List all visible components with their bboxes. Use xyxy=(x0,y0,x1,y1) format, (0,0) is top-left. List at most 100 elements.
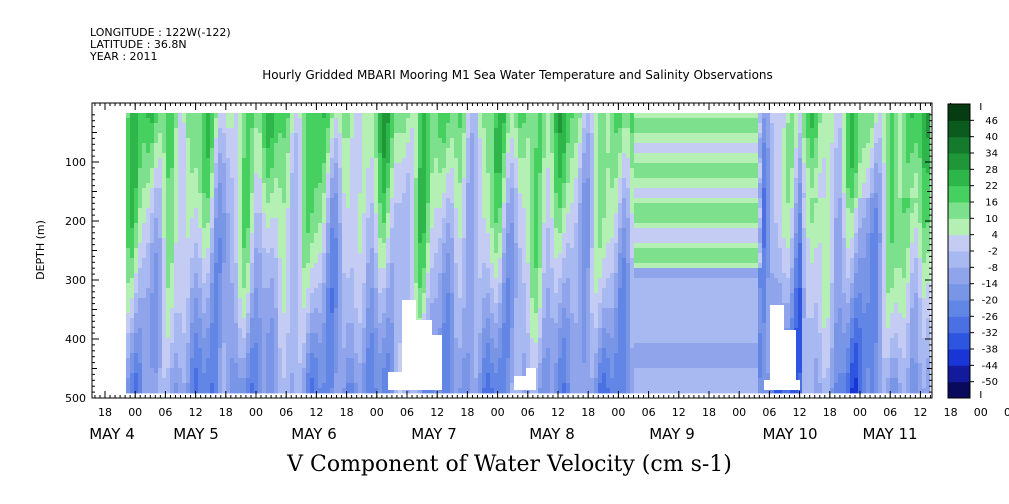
heatmap-cell xyxy=(202,128,207,134)
heatmap-cell xyxy=(482,113,487,119)
heatmap-cell xyxy=(250,193,255,199)
heatmap-cell xyxy=(398,343,403,349)
heatmap-cell xyxy=(294,223,299,229)
heatmap-cell xyxy=(166,273,171,279)
heatmap-cell xyxy=(150,263,155,269)
heatmap-cell xyxy=(394,128,399,134)
heatmap-cell xyxy=(230,253,235,259)
heatmap-cell xyxy=(474,213,479,219)
heatmap-cell xyxy=(454,303,459,309)
heatmap-cell xyxy=(286,258,291,264)
heatmap-cell xyxy=(322,178,327,184)
heatmap-cell xyxy=(290,133,295,139)
heatmap-cell xyxy=(342,358,347,364)
heatmap-cell xyxy=(346,358,351,364)
heatmap-cell xyxy=(418,303,423,309)
heatmap-cell xyxy=(162,198,167,204)
heatmap-cell xyxy=(394,258,399,264)
heatmap-cell xyxy=(150,163,155,169)
heatmap-cell xyxy=(370,318,375,324)
heatmap-cell xyxy=(170,128,175,134)
heatmap-cell xyxy=(142,373,147,379)
heatmap-cell xyxy=(230,273,235,279)
heatmap-cell xyxy=(330,168,335,174)
heatmap-cell xyxy=(334,288,339,294)
heatmap-cell xyxy=(246,133,251,139)
heatmap-cell xyxy=(426,268,431,274)
heatmap-cell xyxy=(178,253,183,259)
heatmap-cell xyxy=(274,293,279,299)
heatmap-cell xyxy=(242,223,247,229)
heatmap-cell xyxy=(174,183,179,189)
heatmap-cell xyxy=(318,368,323,374)
heatmap-cell xyxy=(270,198,275,204)
heatmap-cell xyxy=(282,268,287,274)
heatmap-cell xyxy=(158,283,163,289)
heatmap-cell xyxy=(274,143,279,149)
heatmap-cell xyxy=(182,248,187,254)
heatmap-cell xyxy=(206,278,211,284)
heatmap-cell xyxy=(434,113,439,119)
heatmap-cell xyxy=(270,163,275,169)
heatmap-cell xyxy=(422,313,427,319)
heatmap-cell xyxy=(446,328,451,334)
heatmap-cell xyxy=(446,163,451,169)
heatmap-cell xyxy=(386,228,391,234)
heatmap-cell xyxy=(134,163,139,169)
heatmap-cell xyxy=(362,153,367,159)
heatmap-cell xyxy=(334,333,339,339)
heatmap-cell xyxy=(250,258,255,264)
heatmap-cell xyxy=(274,338,279,344)
heatmap-cell xyxy=(322,258,327,264)
heatmap-cell xyxy=(142,203,147,209)
heatmap-cell xyxy=(166,378,171,384)
heatmap-cell xyxy=(414,228,419,234)
heatmap-cell xyxy=(238,183,243,189)
heatmap-cell xyxy=(210,223,215,229)
heatmap-cell xyxy=(166,168,171,174)
heatmap-cell xyxy=(478,228,483,234)
heatmap-cell xyxy=(294,203,299,209)
heatmap-cell xyxy=(286,193,291,199)
heatmap-cell xyxy=(466,283,471,289)
heatmap-cell xyxy=(414,128,419,134)
heatmap-cell xyxy=(130,148,135,154)
heatmap-cell xyxy=(314,138,319,144)
heatmap-cell xyxy=(170,253,175,259)
heatmap-cell xyxy=(178,138,183,144)
heatmap-cell xyxy=(158,173,163,179)
heatmap-cell xyxy=(314,198,319,204)
heatmap-cell xyxy=(210,233,215,239)
heatmap-cell xyxy=(238,208,243,214)
heatmap-cell xyxy=(350,163,355,169)
heatmap-cell xyxy=(406,213,411,219)
heatmap-cell xyxy=(326,343,331,349)
heatmap-cell xyxy=(158,168,163,174)
heatmap-cell xyxy=(162,158,167,164)
heatmap-cell xyxy=(254,223,259,229)
heatmap-cell xyxy=(334,273,339,279)
heatmap-cell xyxy=(282,118,287,124)
heatmap-cell xyxy=(338,208,343,214)
heatmap-cell xyxy=(310,383,315,389)
heatmap-cell xyxy=(206,303,211,309)
heatmap-cell xyxy=(322,143,327,149)
heatmap-cell xyxy=(306,313,311,319)
heatmap-cell xyxy=(414,198,419,204)
heatmap-cell xyxy=(338,253,343,259)
heatmap-cell xyxy=(246,243,251,249)
heatmap-cell xyxy=(342,168,347,174)
heatmap-cell xyxy=(434,228,439,234)
heatmap-cell xyxy=(146,373,151,379)
heatmap-cell xyxy=(162,358,167,364)
heatmap-cell xyxy=(130,363,135,369)
heatmap-cell xyxy=(398,248,403,254)
heatmap-cell xyxy=(190,308,195,314)
heatmap-cell xyxy=(342,308,347,314)
heatmap-cell xyxy=(354,163,359,169)
heatmap-cell xyxy=(454,168,459,174)
heatmap-cell xyxy=(226,288,231,294)
heatmap-cell xyxy=(278,383,283,389)
heatmap-cell xyxy=(402,153,407,159)
heatmap-cell xyxy=(410,208,415,214)
